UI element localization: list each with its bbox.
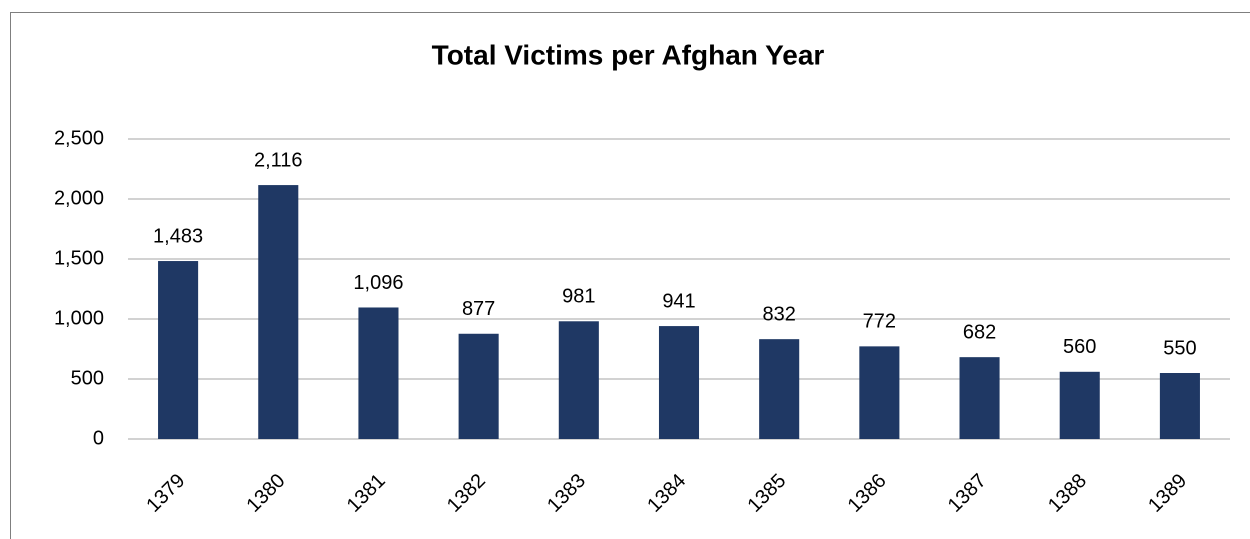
bar (458, 333, 499, 439)
data-label: 832 (762, 303, 795, 325)
data-label: 560 (1063, 336, 1096, 358)
data-label: 1,483 (153, 225, 203, 247)
y-tick-label: 0 (93, 427, 104, 449)
bar (1159, 373, 1200, 439)
data-label: 2,116 (254, 149, 303, 171)
y-tick-label: 2,500 (54, 127, 104, 149)
data-label: 1,096 (353, 272, 403, 294)
bar (859, 346, 900, 439)
data-label: 682 (963, 321, 996, 343)
y-tick-label: 1,000 (54, 307, 104, 329)
data-label: 941 (662, 290, 695, 312)
data-label: 877 (462, 298, 495, 320)
data-label: 981 (562, 286, 595, 308)
bar (258, 185, 299, 439)
bar (358, 307, 399, 439)
chart-title: Total Victims per Afghan Year (432, 39, 825, 70)
y-tick-label: 2,000 (54, 187, 104, 209)
y-tick-label: 1,500 (54, 247, 104, 269)
bar (558, 321, 599, 439)
y-tick-label: 500 (71, 367, 104, 389)
data-label: 550 (1163, 337, 1196, 359)
bar (759, 339, 800, 439)
bar (658, 326, 700, 439)
bar (1059, 371, 1100, 439)
bar (158, 261, 199, 439)
bar (959, 357, 1000, 439)
chart-border (10, 12, 1250, 539)
data-label: 772 (863, 311, 896, 333)
